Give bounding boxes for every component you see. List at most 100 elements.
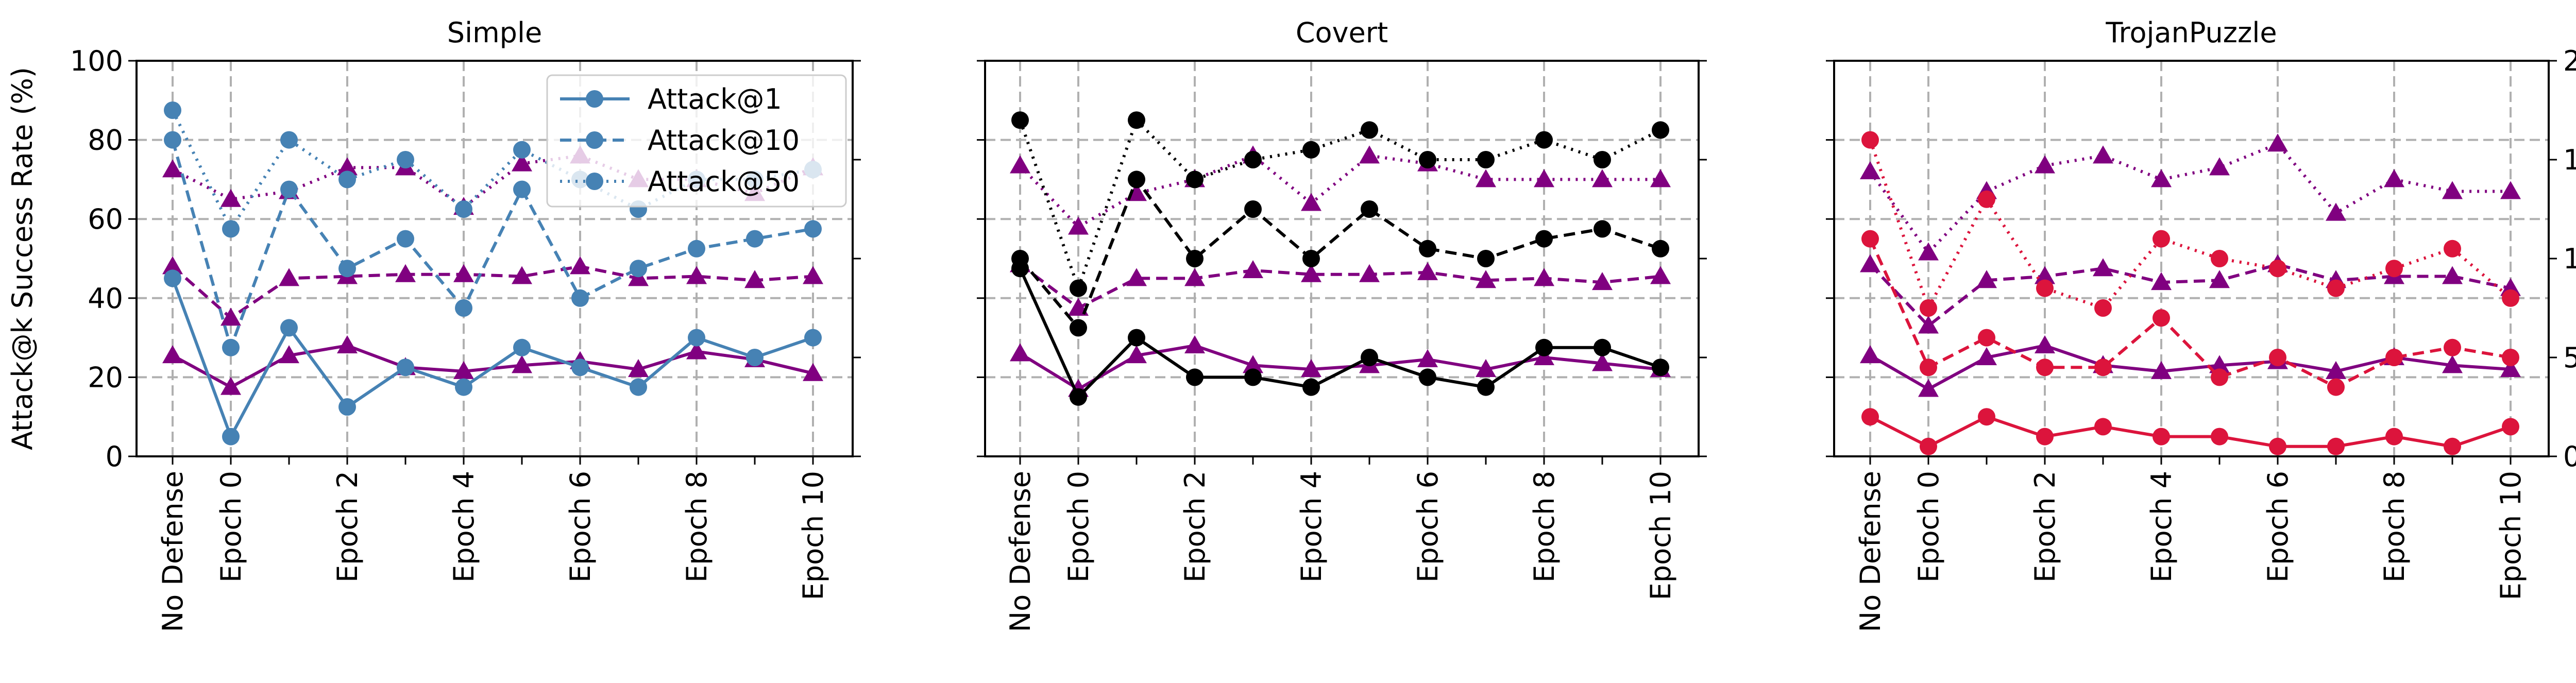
pass-series-line-dashed xyxy=(1869,263,2511,328)
pass-point xyxy=(1918,242,1939,261)
attack-point xyxy=(1244,368,1262,386)
x-tick-label: Epoch 8 xyxy=(681,471,713,583)
attack-point xyxy=(2094,358,2112,377)
pass-point xyxy=(2442,266,2463,284)
attack-point xyxy=(2385,260,2403,278)
legend-box xyxy=(546,74,847,208)
y-tick-label-left: 80 xyxy=(88,124,123,157)
pass-point xyxy=(279,268,299,286)
y-tick-label-left: 60 xyxy=(88,203,123,235)
attack-point xyxy=(164,101,181,119)
attack-point xyxy=(1302,141,1320,159)
attack-point xyxy=(280,180,298,198)
pass-point xyxy=(453,361,474,379)
attack-point xyxy=(2211,368,2228,386)
attack-point xyxy=(2153,230,2170,248)
pass-point xyxy=(803,266,823,284)
pass-point xyxy=(1068,216,1089,235)
pass-point xyxy=(1592,353,1613,371)
pass-point xyxy=(2151,169,2172,187)
attack-point xyxy=(222,338,240,356)
pass-point xyxy=(1243,260,1263,279)
pass-point xyxy=(1918,315,1939,334)
attack-point xyxy=(1186,170,1204,189)
pass-series-line-dotted xyxy=(1869,142,2511,255)
attack-point xyxy=(571,358,589,377)
y-tick-label-left: 20 xyxy=(88,361,123,394)
pass-point xyxy=(1476,359,1496,378)
attack-point xyxy=(1477,151,1495,168)
pass-point xyxy=(337,335,358,353)
attack-point xyxy=(1861,131,1879,149)
pass-point xyxy=(453,264,474,282)
attack-point xyxy=(397,358,414,377)
attack-point xyxy=(1535,338,1553,356)
pass-point xyxy=(512,153,532,172)
attack-point xyxy=(2269,437,2286,455)
attack-series-line-solid xyxy=(171,278,814,440)
attack-point xyxy=(1302,250,1320,267)
y-tick-label-left: 0 xyxy=(106,440,123,473)
x-tick-label: Epoch 6 xyxy=(2262,471,2294,583)
attack-point xyxy=(455,200,472,218)
x-tick-label: Epoch 10 xyxy=(1645,471,1677,600)
attack-point xyxy=(2036,279,2054,297)
chart-panel-3: 0 5 10 15 20 No Defense Epoch 0 Epoch 2 Epoch 4 E… xyxy=(1826,16,2576,632)
legend-marker xyxy=(586,90,603,108)
axes-frame xyxy=(984,60,1700,457)
attack-point xyxy=(1419,368,1436,386)
pass-point xyxy=(1650,266,1671,284)
attack-point xyxy=(630,378,647,396)
attack-point xyxy=(2211,250,2228,267)
pass-point xyxy=(2500,359,2521,378)
y-tick-label-right: 20 xyxy=(2563,45,2576,77)
attack-point xyxy=(2327,437,2345,455)
x-tick-label: Epoch 8 xyxy=(1528,471,1561,583)
pass-point xyxy=(2093,145,2113,164)
x-tick-label: Epoch 4 xyxy=(1295,471,1328,583)
attack-point xyxy=(1070,319,1087,337)
attack-point xyxy=(2153,428,2170,446)
attack-point xyxy=(1244,200,1262,218)
attack-point xyxy=(222,220,240,238)
attack-point xyxy=(2269,260,2286,278)
pass-point xyxy=(686,341,707,360)
pass-series-line-dashed xyxy=(172,265,814,320)
chart-title: Covert xyxy=(1296,16,1388,49)
x-tick-label: Epoch 8 xyxy=(2378,471,2411,583)
attack-point xyxy=(513,141,531,159)
attack-point xyxy=(2269,349,2286,366)
attack-point xyxy=(164,269,181,287)
attack-point xyxy=(455,378,472,396)
attack-point xyxy=(1535,131,1553,149)
attack-point xyxy=(1361,200,1378,218)
x-tick-label: Epoch 6 xyxy=(1412,471,1444,583)
pass-point xyxy=(1534,268,1554,286)
pass-point xyxy=(1476,270,1496,288)
attack-point xyxy=(746,349,764,366)
attack-series-line-solid xyxy=(1019,267,1661,400)
x-tick-label: Epoch 10 xyxy=(797,471,829,600)
attack-point xyxy=(1419,240,1436,258)
pass-point xyxy=(221,189,241,207)
attack-point xyxy=(688,240,705,258)
pass-point xyxy=(512,266,532,284)
y-axis-label-left: Attack@k Success Rate (%) xyxy=(6,67,39,450)
x-tick-label: Epoch 2 xyxy=(1179,471,1211,583)
pass-series-line-dashed xyxy=(1019,263,1661,310)
pass-point xyxy=(2326,361,2346,379)
pass-point xyxy=(2035,155,2055,174)
pass-point xyxy=(2209,270,2230,288)
pass-point xyxy=(2209,355,2230,373)
attack-point xyxy=(1594,151,1611,168)
y-tick-label-right: 10 xyxy=(2563,243,2576,275)
attack-point xyxy=(2502,289,2519,307)
pass-point xyxy=(279,345,299,364)
attack-point xyxy=(338,398,356,416)
attack-point xyxy=(2385,349,2403,366)
x-tick-label: Epoch 2 xyxy=(2029,471,2061,583)
pass-point xyxy=(395,264,416,282)
y-tick-label-right: 0 xyxy=(2563,440,2576,473)
attack-point xyxy=(1920,358,1937,377)
